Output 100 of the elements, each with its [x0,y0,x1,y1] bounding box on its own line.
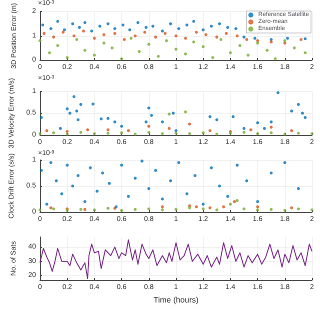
point [256,200,260,204]
point [102,42,106,45]
point [242,36,246,39]
point [215,36,218,39]
point [41,24,44,27]
point [202,207,205,210]
point [90,30,94,33]
point [144,120,148,124]
point [136,21,140,24]
point [304,116,307,120]
point [236,34,239,38]
point [106,128,110,132]
point [92,54,96,57]
point [49,206,52,210]
point [177,161,180,164]
point [126,129,130,132]
point [147,207,150,210]
point [290,206,294,210]
point [71,22,74,26]
point [147,187,150,190]
point [184,36,188,40]
point [202,28,205,32]
point [160,120,164,124]
point [154,168,158,172]
point [98,24,102,28]
point [45,202,48,206]
point [40,168,43,172]
point [72,34,76,38]
point [108,182,111,185]
point [58,126,62,130]
point [154,36,158,39]
point [290,129,294,132]
point [256,121,260,124]
point [215,208,218,212]
point [75,110,78,113]
point [266,48,269,52]
point [160,198,164,200]
point [270,131,273,134]
point [270,120,273,124]
point [270,172,273,174]
point [236,199,239,202]
point [38,39,42,42]
point [169,22,172,26]
point [276,91,280,94]
point [101,172,104,174]
point [164,39,168,42]
point [147,124,150,128]
point [232,115,235,118]
point [204,33,208,36]
point [75,38,78,41]
point [232,200,236,204]
point [208,115,212,118]
point [226,26,230,29]
point [192,20,196,23]
point [113,32,116,35]
point [62,28,66,32]
point [83,200,86,204]
point [286,36,290,40]
point [102,33,106,36]
point [156,54,160,58]
point [106,116,110,120]
point [164,32,167,35]
point [194,30,198,34]
point [274,57,277,60]
point [296,187,300,190]
point [151,24,154,28]
point [249,128,252,132]
point [174,129,178,132]
point [234,27,238,30]
point [188,122,192,126]
point [68,112,72,115]
point [88,166,92,170]
point [188,132,192,136]
point [52,207,56,210]
point [66,164,69,167]
point [185,24,188,27]
point [72,95,76,98]
point [184,52,188,56]
point [256,205,260,208]
point [174,34,178,38]
point [160,208,164,212]
point [218,184,222,188]
point [56,44,60,48]
point [210,166,213,170]
point [82,30,86,33]
point [49,161,52,164]
point [242,130,246,134]
point [92,102,95,106]
point [113,120,116,124]
point [66,107,69,110]
point [79,130,82,134]
point [134,208,137,211]
point [292,46,296,50]
point [160,205,164,208]
point [120,164,124,167]
point [226,194,230,198]
point [130,36,133,40]
point [174,48,178,51]
point [242,126,246,130]
point [110,46,114,50]
